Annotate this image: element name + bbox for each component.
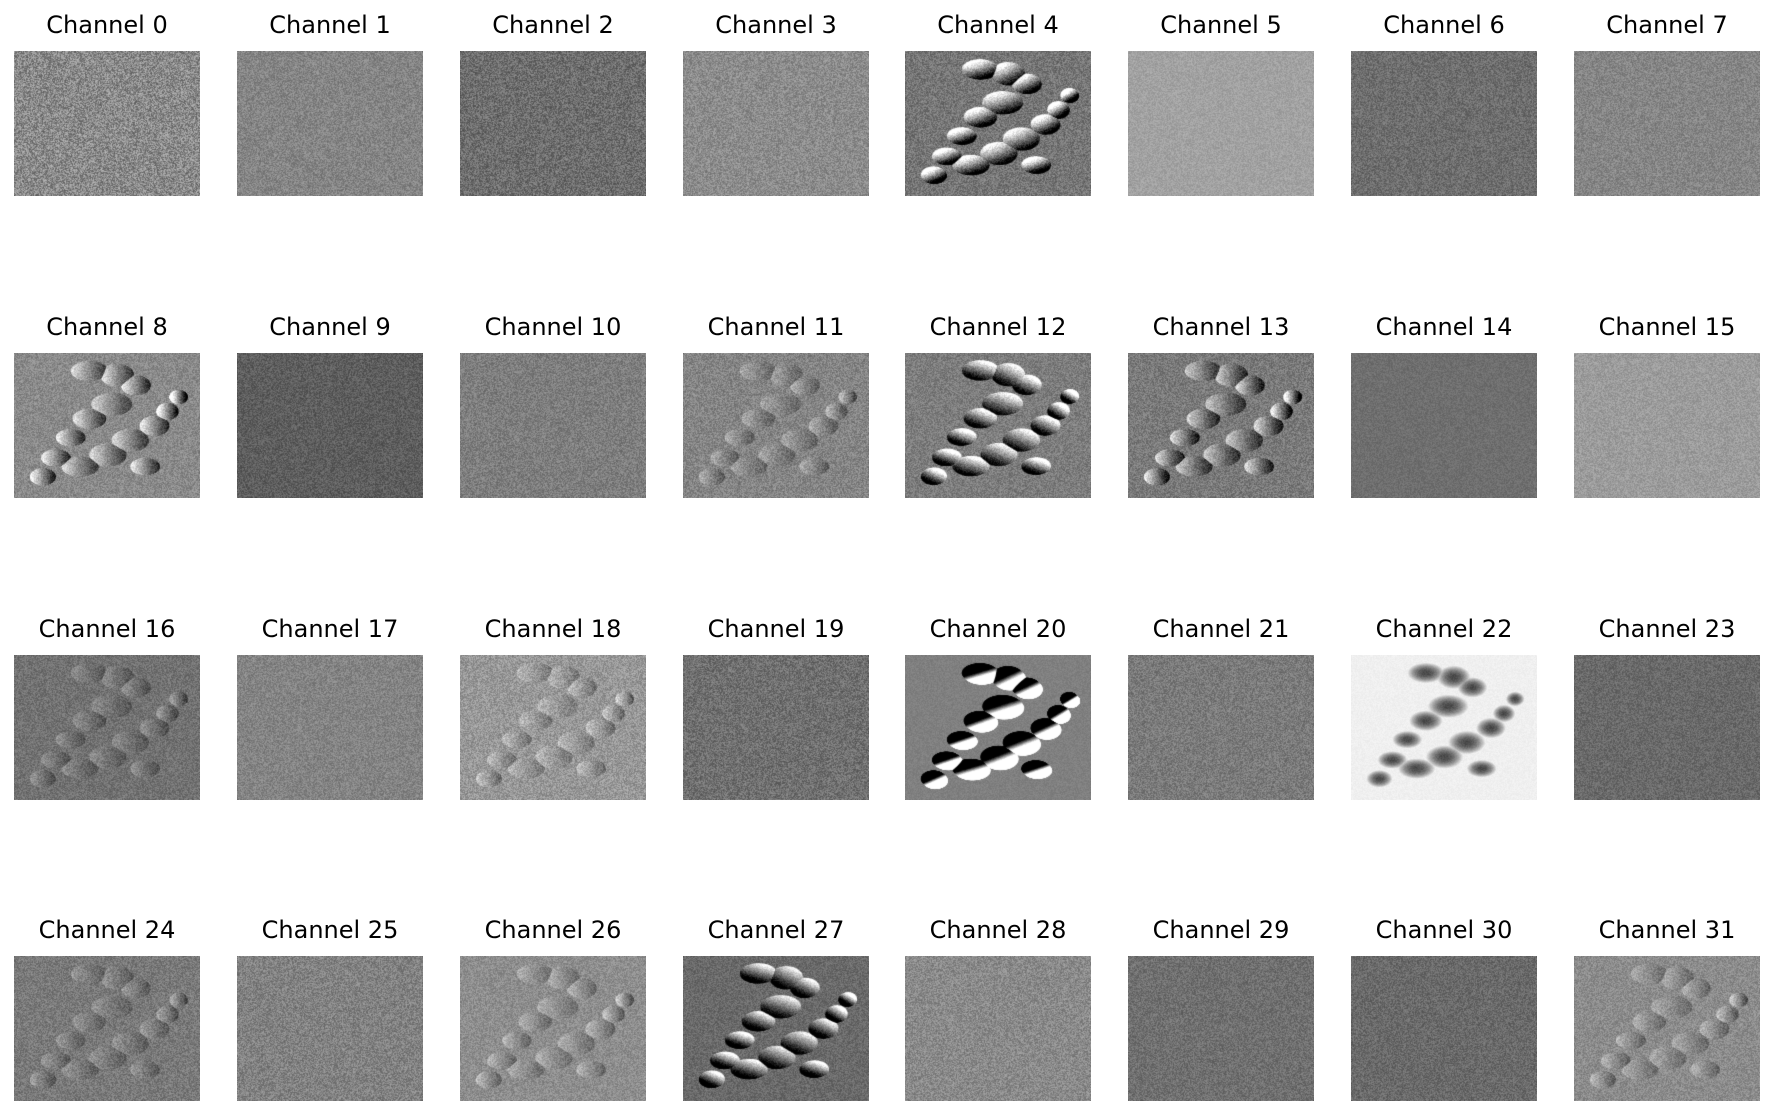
channel-feature-map-image [237, 353, 423, 498]
channel-feature-map-image [683, 51, 869, 196]
channel-feature-map-image [460, 655, 646, 800]
channel-feature-map-image [1574, 51, 1760, 196]
channel-title: Channel 0 [0, 7, 220, 43]
channel-feature-map-image [683, 353, 869, 498]
channel-title: Channel 16 [0, 611, 220, 647]
channel-feature-map-image [905, 655, 1091, 800]
channel-feature-map-image [237, 956, 423, 1101]
channel-title: Channel 18 [440, 611, 666, 647]
channel-title: Channel 26 [440, 912, 666, 948]
channel-feature-map-image [1128, 353, 1314, 498]
channel-title: Channel 19 [663, 611, 889, 647]
channel-title: Channel 13 [1108, 309, 1334, 345]
channel-feature-map-image [1574, 353, 1760, 498]
channel-title: Channel 21 [1108, 611, 1334, 647]
channel-title: Channel 10 [440, 309, 666, 345]
channel-title: Channel 9 [217, 309, 443, 345]
channel-title: Channel 6 [1331, 7, 1557, 43]
channel-feature-map-image [14, 655, 200, 800]
channel-title: Channel 7 [1554, 7, 1773, 43]
channel-title: Channel 17 [217, 611, 443, 647]
channel-title: Channel 3 [663, 7, 889, 43]
channel-title: Channel 25 [217, 912, 443, 948]
channel-feature-map-image [683, 956, 869, 1101]
channel-feature-map-image [1351, 51, 1537, 196]
channel-title: Channel 28 [885, 912, 1111, 948]
channel-title: Channel 20 [885, 611, 1111, 647]
channel-title: Channel 12 [885, 309, 1111, 345]
channel-feature-map-image [237, 655, 423, 800]
channel-feature-map-image [1574, 655, 1760, 800]
channel-feature-map-image [1351, 956, 1537, 1101]
channel-title: Channel 27 [663, 912, 889, 948]
channel-title: Channel 1 [217, 7, 443, 43]
channel-feature-map-image [1351, 353, 1537, 498]
channel-feature-map-image [460, 956, 646, 1101]
channel-title: Channel 5 [1108, 7, 1334, 43]
channel-title: Channel 30 [1331, 912, 1557, 948]
channel-feature-map-image [14, 956, 200, 1101]
channel-title: Channel 15 [1554, 309, 1773, 345]
channel-title: Channel 31 [1554, 912, 1773, 948]
channel-title: Channel 11 [663, 309, 889, 345]
channel-title: Channel 4 [885, 7, 1111, 43]
channel-feature-map-image [1128, 655, 1314, 800]
channel-title: Channel 2 [440, 7, 666, 43]
channel-feature-map-image [905, 51, 1091, 196]
channel-feature-map-image [14, 353, 200, 498]
channel-feature-map-image [237, 51, 423, 196]
channel-feature-map-image [460, 353, 646, 498]
channel-feature-map-image [460, 51, 646, 196]
channel-title: Channel 14 [1331, 309, 1557, 345]
channel-title: Channel 23 [1554, 611, 1773, 647]
channel-feature-map-image [683, 655, 869, 800]
channel-title: Channel 24 [0, 912, 220, 948]
channel-feature-map-image [1128, 956, 1314, 1101]
channel-feature-map-image [1574, 956, 1760, 1101]
channel-feature-map-image [1351, 655, 1537, 800]
channel-title: Channel 8 [0, 309, 220, 345]
channel-title: Channel 29 [1108, 912, 1334, 948]
channel-feature-map-image [905, 956, 1091, 1101]
channel-feature-map-image [1128, 51, 1314, 196]
channel-title: Channel 22 [1331, 611, 1557, 647]
channel-feature-map-image [905, 353, 1091, 498]
channel-feature-map-image [14, 51, 200, 196]
